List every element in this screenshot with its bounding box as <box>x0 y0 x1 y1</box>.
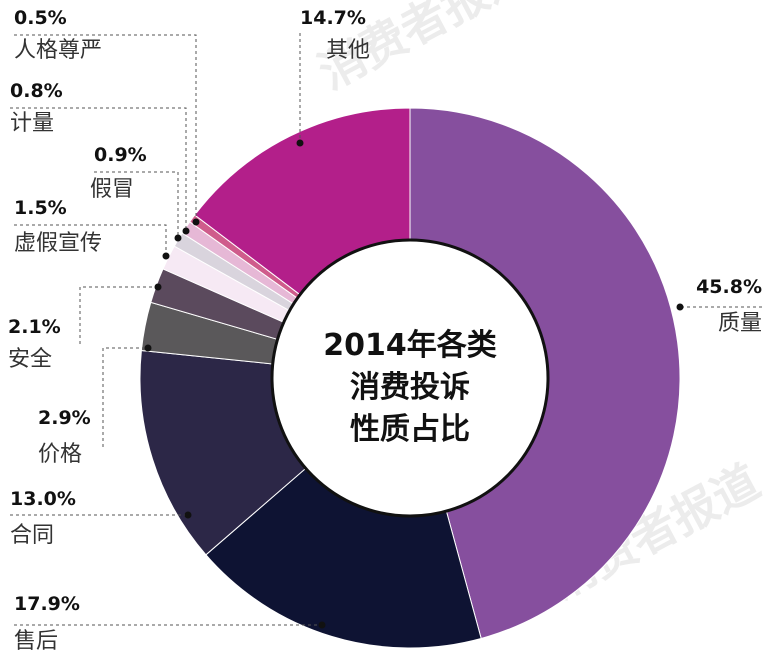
slice-category-label-1: 售后 <box>14 629 58 654</box>
leader-line-6 <box>94 171 179 238</box>
slice-category-label-6: 假冒 <box>90 177 134 202</box>
leader-dot-5 <box>162 252 170 260</box>
slice-value-label-8: 0.5% <box>14 7 67 29</box>
leader-line-3 <box>102 347 148 447</box>
slice-value-label-3: 2.9% <box>38 407 91 429</box>
slice-category-label-5: 虚假宣传 <box>14 231 102 256</box>
slice-value-label-9: 14.7% <box>300 7 366 29</box>
leader-dot-1 <box>318 621 326 629</box>
slice-value-label-6: 0.9% <box>94 144 147 166</box>
slice-category-label-0: 质量 <box>718 311 762 336</box>
center-title-line-3: 性质占比 <box>350 412 470 447</box>
leader-dot-7 <box>182 227 190 235</box>
slice-category-label-3: 价格 <box>38 442 82 467</box>
slice-value-label-7: 0.8% <box>10 80 63 102</box>
slice-value-label-1: 17.9% <box>14 593 80 615</box>
leader-lines <box>10 33 762 629</box>
leader-line-5 <box>14 224 167 256</box>
center-title-line-2: 消费投诉 <box>350 370 470 405</box>
slice-category-label-9: 其他 <box>326 38 370 63</box>
slice-value-label-5: 1.5% <box>14 197 67 219</box>
slice-labels: 45.8% 质量 17.9% 售后 13.0% 合同 2.9% 价格 2.1% 安全 1.5% 虚假宣… <box>8 7 762 654</box>
leader-line-8 <box>14 34 197 222</box>
center-circle <box>270 238 550 518</box>
leader-line-4 <box>79 286 158 344</box>
slice-value-label-2: 13.0% <box>10 488 76 510</box>
leader-line-7 <box>10 107 187 231</box>
leader-dot-4 <box>154 283 162 291</box>
donut-slices <box>139 107 681 649</box>
leader-dot-2 <box>184 511 192 519</box>
slice-value-label-4: 2.1% <box>8 316 61 338</box>
leader-dot-3 <box>144 344 152 352</box>
slice-category-label-8: 人格尊严 <box>14 38 102 63</box>
leader-dot-0 <box>676 303 684 311</box>
slice-value-label-0: 45.8% <box>696 276 762 298</box>
slice-category-label-4: 安全 <box>8 347 52 372</box>
slice-category-label-7: 计量 <box>10 111 54 136</box>
slice-category-label-2: 合同 <box>10 523 54 548</box>
leader-dot-8 <box>192 218 200 226</box>
leader-dot-9 <box>296 139 304 147</box>
leader-dot-6 <box>174 234 182 242</box>
center-title-line-1: 2014年各类 <box>323 328 497 363</box>
